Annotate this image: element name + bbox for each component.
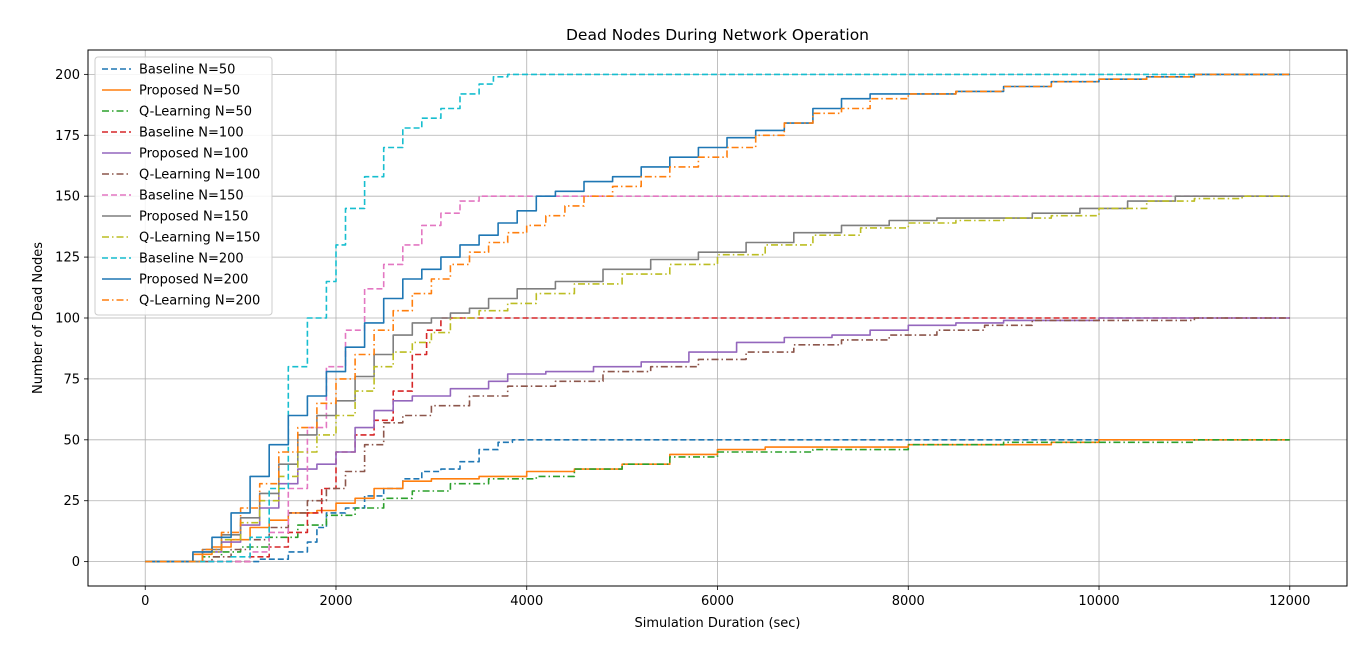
- x-tick-label: 0: [141, 594, 149, 609]
- y-tick-label: 125: [55, 251, 80, 266]
- x-axis-label: Simulation Duration (sec): [634, 616, 800, 631]
- y-tick-label: 50: [63, 433, 80, 448]
- series-line-8: [145, 195, 1290, 563]
- chart-title: Dead Nodes During Network Operation: [566, 26, 869, 44]
- x-tick-label: 8000: [892, 594, 925, 609]
- x-tick-label: 4000: [510, 594, 543, 609]
- y-tick-label: 175: [55, 129, 80, 144]
- legend-entry: Q-Learning N=150: [139, 231, 260, 246]
- legend-entry: Proposed N=200: [139, 273, 248, 288]
- legend: Baseline N=50 Proposed N=50 Q-Learning N=5…: [94, 56, 273, 316]
- series-line-3: [145, 439, 1290, 563]
- y-tick-label: 25: [63, 494, 80, 509]
- legend-entry: Proposed N=50: [139, 84, 240, 99]
- series-line-2: [145, 439, 1290, 563]
- series-line-5: [145, 317, 1290, 563]
- legend-entry: Baseline N=50: [139, 63, 235, 78]
- x-tick-label: 12000: [1269, 594, 1310, 609]
- legend-box: [94, 56, 273, 316]
- x-tick-label: 2000: [319, 594, 352, 609]
- legend-entry: Q-Learning N=200: [139, 294, 260, 309]
- legend-entry: Q-Learning N=50: [139, 105, 252, 120]
- legend-entry: Baseline N=200: [139, 252, 244, 267]
- series-line-12: [145, 73, 1290, 563]
- legend-entry: Baseline N=150: [139, 189, 244, 204]
- y-axis-label: Number of Dead Nodes: [31, 242, 46, 394]
- legend-entry: Proposed N=150: [139, 210, 248, 225]
- legend-entry: Q-Learning N=100: [139, 168, 260, 183]
- axis-ticks: 0 2000 4000 6000 8000 10000 12000 0 25 50 75 100 125…: [55, 68, 1310, 609]
- y-tick-label: 75: [63, 372, 80, 387]
- x-tick-label: 6000: [701, 594, 734, 609]
- series-lines: [145, 73, 1290, 563]
- legend-entry: Proposed N=100: [139, 147, 248, 162]
- series-line-10: [145, 73, 1290, 563]
- x-tick-label: 10000: [1078, 594, 1119, 609]
- y-tick-label: 200: [55, 68, 80, 83]
- series-line-6: [145, 317, 1290, 563]
- legend-entry: Baseline N=100: [139, 126, 244, 141]
- y-tick-label: 0: [72, 555, 80, 570]
- y-tick-label: 150: [55, 190, 80, 205]
- y-tick-label: 100: [55, 312, 80, 327]
- series-line-1: [145, 439, 1290, 563]
